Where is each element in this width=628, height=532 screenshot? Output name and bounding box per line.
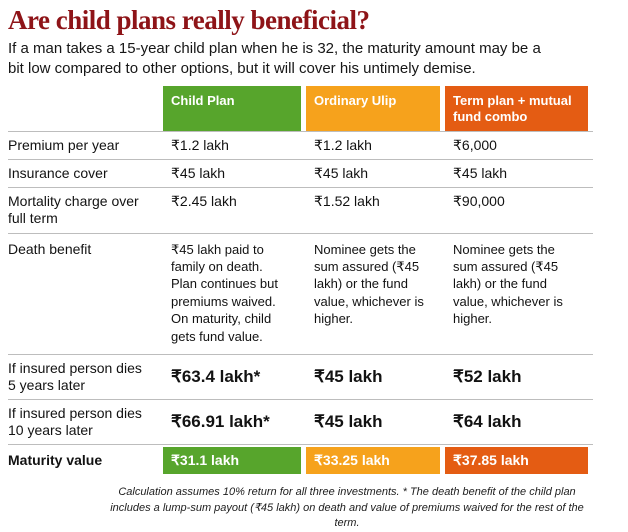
cell-term-plan: Nominee gets the sum assured (₹45 lakh) … <box>453 241 563 327</box>
column-header-ordinary-ulip: Ordinary Ulip <box>306 85 440 132</box>
cell-child-plan: ₹2.45 lakh <box>171 193 237 210</box>
cell-ordinary-ulip: ₹33.25 lakh <box>306 447 440 475</box>
cell-child-plan: ₹45 lakh paid to family on death. Plan c… <box>171 241 278 344</box>
table-row-premium-per-year: Premium per year ₹1.2 lakh ₹1.2 lakh ₹6,… <box>8 131 593 159</box>
cell-ordinary-ulip: ₹1.52 lakh <box>314 193 380 210</box>
row-label: Insurance cover <box>8 165 108 182</box>
cell-term-plan: ₹90,000 <box>453 193 505 210</box>
cell-ordinary-ulip: ₹45 lakh <box>314 411 383 431</box>
row-label: Death benefit <box>8 240 92 257</box>
table-row-insurance-cover: Insurance cover ₹45 lakh ₹45 lakh ₹45 la… <box>8 159 593 187</box>
page-title: Are child plans really beneficial? <box>8 5 370 35</box>
cell-term-plan: ₹64 lakh <box>453 411 522 431</box>
row-label: If insured person dies 10 years later <box>8 405 142 439</box>
table-row-dies-10-years-later: If insured person dies 10 years later ₹6… <box>8 399 593 444</box>
cell-child-plan: ₹45 lakh <box>171 165 226 182</box>
table-header-row: Child Plan Ordinary Ulip Term plan + mut… <box>8 85 593 132</box>
table-row-death-benefit: Death benefit ₹45 lakh paid to family on… <box>8 232 593 354</box>
table-row-mortality-charge: Mortality charge over full term ₹2.45 la… <box>8 187 593 232</box>
cell-term-plan: ₹37.85 lakh <box>445 447 588 475</box>
cell-child-plan: ₹66.91 lakh* <box>171 411 270 431</box>
column-header-term-plan: Term plan + mutual fund combo <box>445 85 588 132</box>
cell-ordinary-ulip: ₹45 lakh <box>314 165 369 182</box>
cell-child-plan: ₹63.4 lakh* <box>171 366 261 386</box>
cell-ordinary-ulip: ₹45 lakh <box>314 366 383 386</box>
header-spacer <box>8 86 158 132</box>
row-label: Maturity value <box>8 452 103 469</box>
cell-ordinary-ulip: Nominee gets the sum assured (₹45 lakh) … <box>314 241 424 327</box>
column-header-child-plan: Child Plan <box>163 85 301 132</box>
comparison-table: Child Plan Ordinary Ulip Term plan + mut… <box>8 85 593 477</box>
table-row-dies-5-years-later: If insured person dies 5 years later ₹63… <box>8 353 593 399</box>
cell-term-plan: ₹45 lakh <box>453 165 508 182</box>
row-label: Mortality charge over full term <box>8 193 139 227</box>
cell-child-plan: ₹1.2 lakh <box>171 137 229 154</box>
cell-term-plan: ₹52 lakh <box>453 366 522 386</box>
cell-child-plan: ₹31.1 lakh <box>163 447 301 475</box>
cell-term-plan: ₹6,000 <box>453 137 497 154</box>
row-label: Premium per year <box>8 137 120 154</box>
footnote: Calculation assumes 10% return for all t… <box>110 486 584 530</box>
table-row-maturity-value: Maturity value ₹31.1 lakh ₹33.25 lakh ₹3… <box>8 444 593 476</box>
row-label: If insured person dies 5 years later <box>8 359 142 394</box>
page-subtitle: If a man takes a 15-year child plan when… <box>8 40 541 77</box>
cell-ordinary-ulip: ₹1.2 lakh <box>314 137 372 154</box>
